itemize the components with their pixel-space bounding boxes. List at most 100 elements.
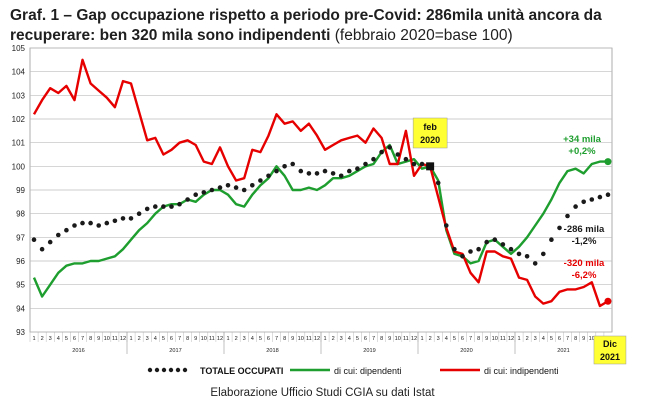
series-point-totale-occupati: [597, 194, 603, 200]
y-tick-label: 103: [12, 91, 26, 100]
series-point-totale-occupati: [39, 246, 45, 252]
series-point-totale-occupati: [363, 161, 368, 167]
chart-footer: Elaborazione Ufficio Studi CGIA su dati …: [210, 387, 435, 399]
x-tick-label: 1: [226, 336, 229, 342]
x-tick-label: 3: [340, 336, 343, 342]
series-point-totale-occupati: [104, 220, 110, 226]
series-point-totale-occupati: [31, 237, 37, 242]
callout-dic-2021: [593, 335, 627, 365]
series-point-totale-occupati: [395, 152, 401, 157]
year-label: 2016: [72, 348, 84, 354]
series-point-totale-occupati: [541, 251, 546, 257]
chart-legend: TOTALE OCCUPATI di cui: dipendenti di cui:…: [147, 366, 559, 376]
x-tick-label: 10: [104, 336, 110, 342]
series-point-totale-occupati: [56, 232, 61, 238]
x-tick-label: 7: [178, 336, 181, 342]
x-tick-label: 5: [453, 336, 456, 342]
x-tick-label: 10: [298, 336, 304, 342]
series-point-totale-occupati: [355, 166, 360, 171]
x-tick-label: 1: [517, 336, 520, 342]
callout-feb-2020-line2: 2020: [420, 135, 440, 145]
year-label: 2020: [460, 348, 472, 354]
year-label: 2021: [557, 348, 569, 354]
series-point-totale-occupati: [338, 173, 344, 179]
series-point-totale-occupati: [565, 213, 570, 219]
series-point-totale-occupati: [492, 237, 498, 242]
x-tick-label: 10: [589, 336, 595, 342]
x-tick-label: 9: [194, 336, 197, 342]
callout-feb-2020-line1: feb: [423, 122, 437, 132]
series-point-totale-occupati: [468, 249, 473, 254]
series-point-totale-occupati: [266, 173, 271, 179]
x-tick-label: 2: [429, 336, 432, 342]
series-point-totale-occupati: [298, 168, 304, 174]
callout-dic-2021-line1: Dic: [603, 339, 617, 349]
y-tick-label: 97: [16, 233, 25, 242]
year-label: 2018: [266, 348, 278, 354]
series-point-totale-occupati: [500, 242, 506, 247]
value-annotation-line2: -6,2%: [572, 270, 597, 281]
chart-series: [31, 58, 611, 308]
x-tick-label: 3: [49, 336, 52, 342]
x-tick-label: 8: [283, 336, 286, 342]
series-point-totale-occupati: [80, 220, 85, 226]
y-tick-label: 105: [12, 44, 26, 53]
series-point-totale-occupati: [524, 253, 530, 259]
x-tick-label: 7: [81, 336, 84, 342]
series-point-totale-occupati: [314, 171, 320, 176]
y-tick-label: 101: [12, 139, 26, 148]
x-tick-label: 3: [534, 336, 537, 342]
series-point-totale-occupati: [347, 168, 352, 174]
series-point-totale-occupati: [379, 149, 384, 155]
x-axis: 1 2 3 4 5 6 7 8 9 10 11 12 1 2 3 4 5 6 7 8 9 10 11 12 1 2 3 4 5 6 7 8 9 1…: [29, 332, 611, 354]
series-point-totale-occupati: [330, 171, 336, 176]
x-tick-label: 10: [492, 336, 498, 342]
y-tick-label: 100: [12, 162, 26, 171]
base-marker-feb-2020: [426, 162, 435, 171]
year-label: 2017: [169, 348, 181, 354]
series-point-totale-occupati: [452, 246, 457, 252]
chart-title: Graf. 1 – Gap occupazione rispetto a per…: [10, 6, 640, 46]
x-tick-label: 2: [235, 336, 238, 342]
series-point-totale-occupati: [581, 199, 586, 205]
series-point-totale-occupati: [532, 261, 538, 266]
legend-swatch-totale-occupati: [154, 367, 160, 373]
series-point-totale-occupati: [96, 223, 101, 228]
x-tick-label: 12: [217, 336, 223, 342]
x-tick-label: 5: [550, 336, 553, 342]
series-point-totale-occupati: [444, 223, 449, 228]
end-marker-dipendenti: [604, 158, 612, 166]
series-point-totale-occupati: [290, 161, 296, 167]
value-annotation-line1: -320 mila: [564, 258, 605, 269]
x-tick-label: 4: [57, 336, 60, 342]
series-point-totale-occupati: [419, 161, 425, 167]
series-point-totale-occupati: [209, 187, 215, 193]
x-tick-label: 2: [41, 336, 44, 342]
series-point-totale-occupati: [64, 227, 69, 233]
series-point-totale-occupati: [144, 206, 150, 212]
series-point-totale-occupati: [435, 180, 441, 186]
legend-swatch-totale-occupati: [147, 367, 153, 373]
x-tick-label: 9: [291, 336, 294, 342]
series-point-totale-occupati: [112, 218, 118, 224]
x-tick-label: 6: [461, 336, 464, 342]
x-tick-label: 12: [411, 336, 417, 342]
series-point-totale-occupati: [403, 156, 409, 162]
x-tick-label: 5: [259, 336, 262, 342]
y-tick-label: 102: [12, 115, 26, 124]
x-tick-label: 9: [388, 336, 391, 342]
series-point-totale-occupati: [484, 239, 490, 245]
series-point-totale-occupati: [201, 190, 207, 195]
callout-dic-2021-line2: 2021: [600, 352, 620, 362]
legend-swatch-totale-occupati: [161, 367, 167, 373]
series-point-totale-occupati: [516, 251, 522, 257]
value-annotation-line1: -286 mila: [564, 224, 605, 235]
x-tick-label: 11: [500, 336, 506, 342]
y-tick-label: 96: [16, 257, 25, 266]
x-tick-label: 9: [582, 336, 585, 342]
callout-feb-2020: [412, 117, 448, 149]
legend-swatch-totale-occupati: [175, 367, 181, 373]
x-tick-label: 5: [356, 336, 359, 342]
chart-title-sub: (febbraio 2020=base 100): [334, 27, 513, 44]
value-annotation-line2: +0,2%: [568, 146, 596, 157]
